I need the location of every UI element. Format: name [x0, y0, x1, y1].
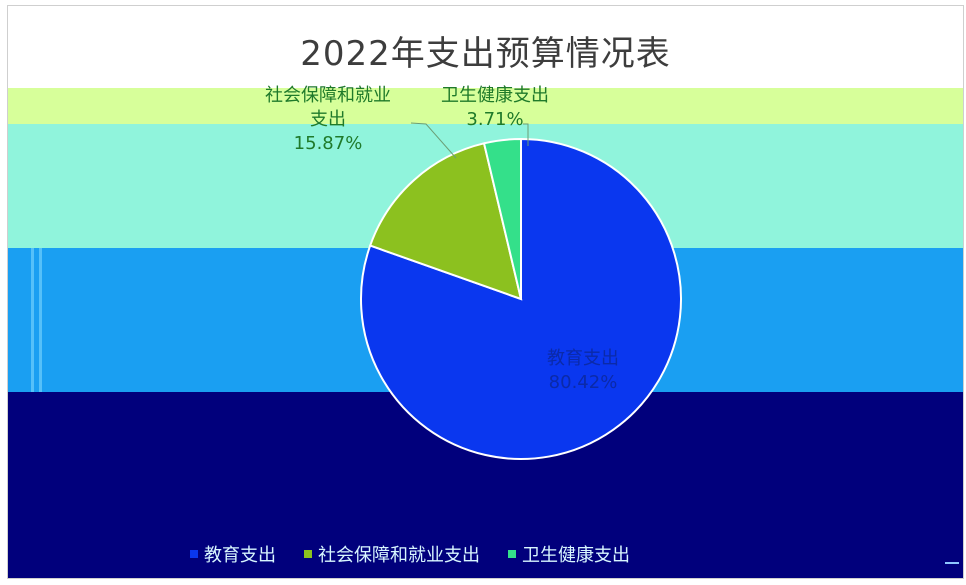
- slice-label-line: 教育支出: [547, 348, 619, 369]
- legend-item[interactable]: 卫生健康支出: [508, 541, 630, 567]
- slice-label-line: 80.42%: [549, 372, 618, 393]
- legend-label: 教育支出: [204, 545, 276, 566]
- legend-swatch: [508, 550, 516, 558]
- legend-label: 社会保障和就业支出: [318, 545, 480, 566]
- slice-label: 社会保障和就业支出 15.87%: [265, 85, 391, 154]
- pie-chart: 教育支出 80.42% 社会保障和就业支出 15.87% 卫生健康支出 3.71%: [265, 85, 682, 460]
- slice-label-line: 支出: [310, 109, 346, 130]
- chart-title: 2022年支出预算情况表: [300, 34, 671, 74]
- band-stripe: [31, 248, 34, 392]
- background-band-top: [8, 88, 963, 124]
- pie-slice[interactable]: [482, 137, 522, 300]
- legend-swatch: [304, 550, 312, 558]
- slice-label-line: 社会保障和就业: [265, 85, 391, 106]
- slice-label-line: 3.71%: [466, 109, 523, 130]
- corner-mark: [945, 562, 959, 570]
- slice-label: 教育支出 80.42%: [547, 348, 619, 393]
- legend-item[interactable]: 社会保障和就业支出: [304, 541, 480, 567]
- slice-label: 卫生健康支出 3.71%: [441, 85, 549, 130]
- chart-frame: 2022年支出预算情况表 教育支出 80.42% 社会保障和就业支出 15.87% 卫生…: [7, 5, 964, 579]
- band-stripe: [39, 248, 42, 392]
- slice-label-line: 15.87%: [294, 133, 363, 154]
- legend: 教育支出 社会保障和就业支出 卫生健康支出: [190, 541, 630, 567]
- legend-item[interactable]: 教育支出: [190, 541, 276, 567]
- label-leader-line: [410, 122, 457, 159]
- label-leader-line: [523, 123, 529, 146]
- pie-slice[interactable]: [368, 142, 523, 301]
- legend-swatch: [190, 550, 198, 558]
- legend-label: 卫生健康支出: [522, 545, 630, 566]
- slice-label-line: 卫生健康支出: [441, 85, 549, 106]
